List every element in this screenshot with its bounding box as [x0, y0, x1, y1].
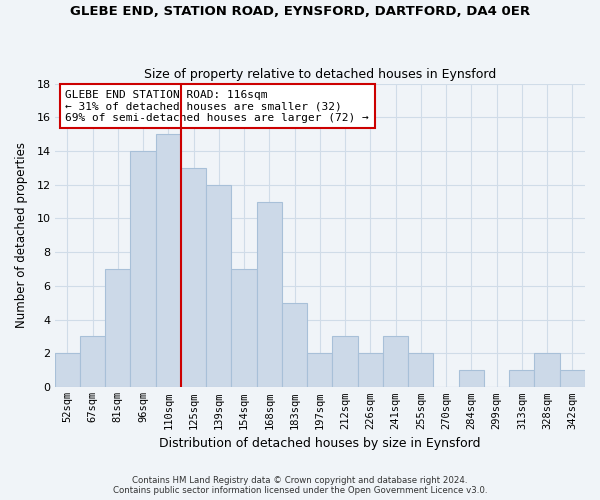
Bar	[459, 370, 484, 387]
Bar	[358, 354, 383, 387]
Bar	[535, 354, 560, 387]
X-axis label: Distribution of detached houses by size in Eynsford: Distribution of detached houses by size …	[159, 437, 481, 450]
Bar	[155, 134, 181, 387]
Bar	[332, 336, 358, 387]
Text: GLEBE END STATION ROAD: 116sqm
← 31% of detached houses are smaller (32)
69% of : GLEBE END STATION ROAD: 116sqm ← 31% of …	[65, 90, 369, 123]
Bar	[55, 354, 80, 387]
Bar	[105, 269, 130, 387]
Bar	[80, 336, 105, 387]
Bar	[206, 184, 232, 387]
Bar	[130, 151, 155, 387]
Bar	[408, 354, 433, 387]
Text: GLEBE END, STATION ROAD, EYNSFORD, DARTFORD, DA4 0ER: GLEBE END, STATION ROAD, EYNSFORD, DARTF…	[70, 5, 530, 18]
Bar	[232, 269, 257, 387]
Title: Size of property relative to detached houses in Eynsford: Size of property relative to detached ho…	[143, 68, 496, 81]
Text: Contains HM Land Registry data © Crown copyright and database right 2024.
Contai: Contains HM Land Registry data © Crown c…	[113, 476, 487, 495]
Bar	[282, 302, 307, 387]
Bar	[560, 370, 585, 387]
Y-axis label: Number of detached properties: Number of detached properties	[15, 142, 28, 328]
Bar	[383, 336, 408, 387]
Bar	[181, 168, 206, 387]
Bar	[509, 370, 535, 387]
Bar	[307, 354, 332, 387]
Bar	[257, 202, 282, 387]
